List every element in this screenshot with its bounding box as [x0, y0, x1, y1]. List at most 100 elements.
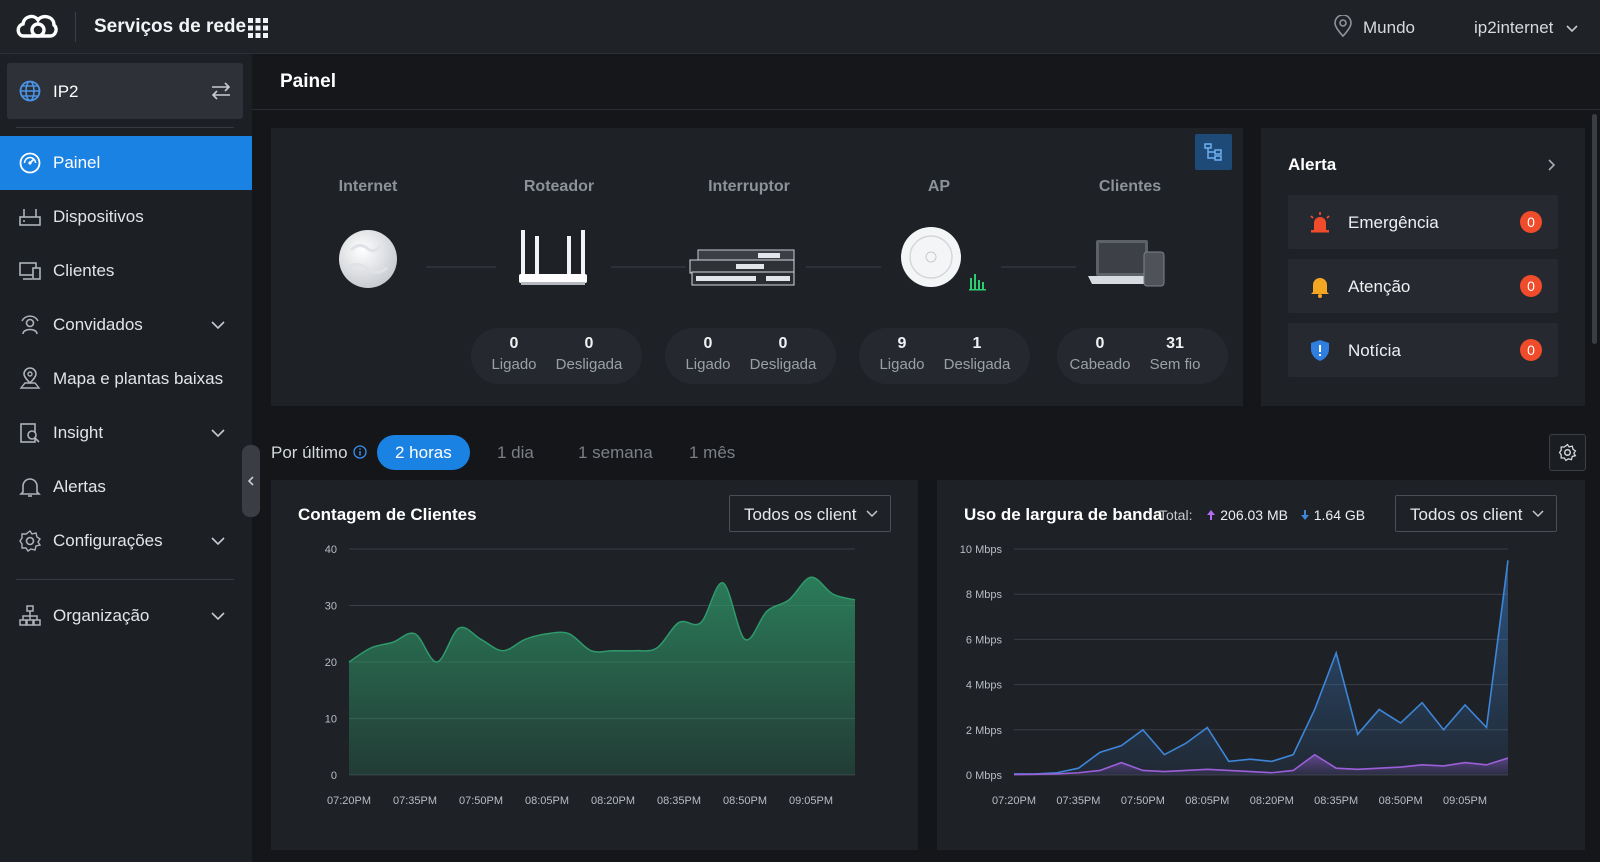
- swap-icon[interactable]: [210, 81, 232, 101]
- sidebar-item-insight[interactable]: Insight: [0, 406, 252, 460]
- router-stats: 0 Ligado 0 Desligada: [471, 328, 642, 384]
- bandwidth-upload: 206.03 MB: [1220, 507, 1288, 523]
- sidebar-collapse-handle[interactable]: [242, 445, 260, 517]
- app-title: Serviços de rede: [94, 16, 247, 37]
- x-tick-label: 09:05PM: [789, 795, 833, 807]
- client-devices-icon[interactable]: [1086, 234, 1168, 290]
- stat-value: 0: [509, 335, 519, 352]
- alert-panel: Alerta Emergência 0 Atenção 0 Notícia 0: [1261, 128, 1585, 406]
- alert-label: Emergência: [1348, 213, 1439, 232]
- sidebar-divider: [16, 127, 234, 128]
- alert-notice[interactable]: Notícia 0: [1288, 323, 1558, 377]
- range-option-2h[interactable]: 2 horas: [377, 435, 470, 470]
- sidebar-item-configuracoes[interactable]: Configurações: [0, 514, 252, 568]
- chevron-down-icon[interactable]: [210, 536, 226, 546]
- map-pin-icon: [19, 367, 41, 389]
- client-count-panel: Contagem de Clientes Todos os client 0 10…: [271, 480, 918, 850]
- y-tick-label: 6 Mbps: [966, 634, 1003, 646]
- chevron-left-icon: [247, 476, 254, 486]
- chevron-down-icon: [866, 510, 878, 518]
- router-device-icon[interactable]: [517, 226, 589, 290]
- stat-caption: Ligado: [685, 356, 731, 373]
- bandwidth-chart: 0 Mbps 2 Mbps 4 Mbps 6 Mbps 8 Mbps 10 Mbps 07:…: [960, 544, 1509, 807]
- sidebar-item-label: Configurações: [53, 531, 163, 550]
- y-tick-label: 2 Mbps: [966, 725, 1003, 737]
- topology-view-button[interactable]: [1195, 134, 1232, 170]
- chevron-down-icon[interactable]: [210, 428, 226, 438]
- page-scrollbar[interactable]: [1592, 114, 1597, 344]
- page-header: Painel: [252, 54, 1600, 110]
- sidebar-item-alertas[interactable]: Alertas: [0, 460, 252, 514]
- stat-value: 1: [972, 335, 982, 352]
- sidebar-item-painel[interactable]: Painel: [0, 136, 252, 190]
- location-pin-icon[interactable]: [1333, 15, 1353, 37]
- switch-device-icon[interactable]: [688, 246, 796, 288]
- sidebar-item-clientes[interactable]: Clientes: [0, 244, 252, 298]
- bandwidth-total: Total: 206.03 MB 1.64 GB: [1159, 507, 1365, 523]
- arrow-down-icon: [1300, 510, 1309, 520]
- x-tick-label: 08:50PM: [1379, 795, 1423, 807]
- chart-settings-button[interactable]: [1549, 434, 1586, 471]
- info-icon[interactable]: [353, 445, 367, 459]
- access-point-icon[interactable]: [900, 226, 996, 298]
- range-option-1w[interactable]: 1 semana: [578, 443, 653, 462]
- cloud-logo-icon[interactable]: [14, 10, 58, 44]
- chevron-right-icon[interactable]: [1547, 158, 1557, 172]
- y-tick-label: 0 Mbps: [966, 770, 1003, 782]
- ap-stats: 9 Ligado 1 Desligada: [859, 328, 1030, 384]
- select-value: Todos os client: [744, 505, 857, 524]
- sidebar-item-mapa[interactable]: Mapa e plantas baixas: [0, 352, 252, 406]
- x-tick-label: 08:35PM: [1314, 795, 1358, 807]
- site-selector[interactable]: IP2: [7, 63, 243, 119]
- stat-value: 0: [584, 335, 594, 352]
- stat-caption: Desligada: [555, 356, 623, 373]
- series-line: [1014, 560, 1509, 775]
- location-selector[interactable]: Mundo: [1363, 18, 1415, 37]
- bandwidth-download: 1.64 GB: [1313, 507, 1366, 523]
- stat-caption: Desligada: [749, 356, 817, 373]
- chevron-down-icon[interactable]: [210, 611, 226, 621]
- y-tick-label: 20: [325, 657, 337, 669]
- chevron-down-icon[interactable]: [210, 320, 226, 330]
- client-count-filter[interactable]: Todos os client: [729, 495, 891, 532]
- stat-caption: Ligado: [879, 356, 925, 373]
- sidebar-divider: [16, 579, 234, 580]
- stat-value: 31: [1166, 335, 1184, 352]
- alert-warning[interactable]: Atenção 0: [1288, 259, 1558, 313]
- bandwidth-filter[interactable]: Todos os client: [1395, 495, 1557, 532]
- y-tick-label: 8 Mbps: [966, 589, 1003, 601]
- alert-emergency[interactable]: Emergência 0: [1288, 195, 1558, 249]
- stat-caption: Cabeado: [1069, 356, 1131, 373]
- arrow-up-icon: [1207, 510, 1216, 520]
- account-menu[interactable]: ip2internet: [1474, 18, 1554, 37]
- sidebar-item-label: Organização: [53, 606, 150, 625]
- apps-grid-icon[interactable]: [248, 18, 268, 38]
- sidebar-item-label: Insight: [53, 423, 104, 442]
- chevron-down-icon: [1532, 510, 1544, 518]
- range-option-1d[interactable]: 1 dia: [497, 443, 534, 462]
- alert-count-badge: 0: [1520, 275, 1542, 297]
- client-count-title: Contagem de Clientes: [298, 505, 477, 524]
- stat-value: 0: [1095, 335, 1105, 352]
- x-tick-label: 08:05PM: [1185, 795, 1229, 807]
- stat-caption: Ligado: [491, 356, 537, 373]
- sidebar-item-convidados[interactable]: Convidados: [0, 298, 252, 352]
- chevron-down-icon[interactable]: [1565, 24, 1579, 34]
- page-title: Painel: [280, 71, 336, 92]
- topology-link: [426, 266, 496, 268]
- sidebar-item-organizacao[interactable]: Organização: [0, 589, 252, 643]
- alert-count-badge: 0: [1520, 211, 1542, 233]
- sidebar-item-dispositivos[interactable]: Dispositivos: [0, 190, 252, 244]
- internet-globe-icon[interactable]: [337, 228, 399, 290]
- range-option-1m[interactable]: 1 mês: [689, 443, 736, 462]
- alert-title: Alerta: [1288, 155, 1337, 174]
- topology-link: [806, 266, 881, 268]
- sidebar-item-label: Alertas: [53, 477, 106, 496]
- sidebar: IP2 Painel Dispositivos Clientes: [0, 54, 252, 862]
- globe-icon: [19, 80, 41, 102]
- bell-icon: [19, 478, 41, 497]
- guest-icon: [21, 315, 39, 335]
- sidebar-item-label: Mapa e plantas baixas: [53, 369, 224, 388]
- dashboard-icon: [19, 152, 41, 174]
- topology-tree-icon: [1204, 143, 1222, 161]
